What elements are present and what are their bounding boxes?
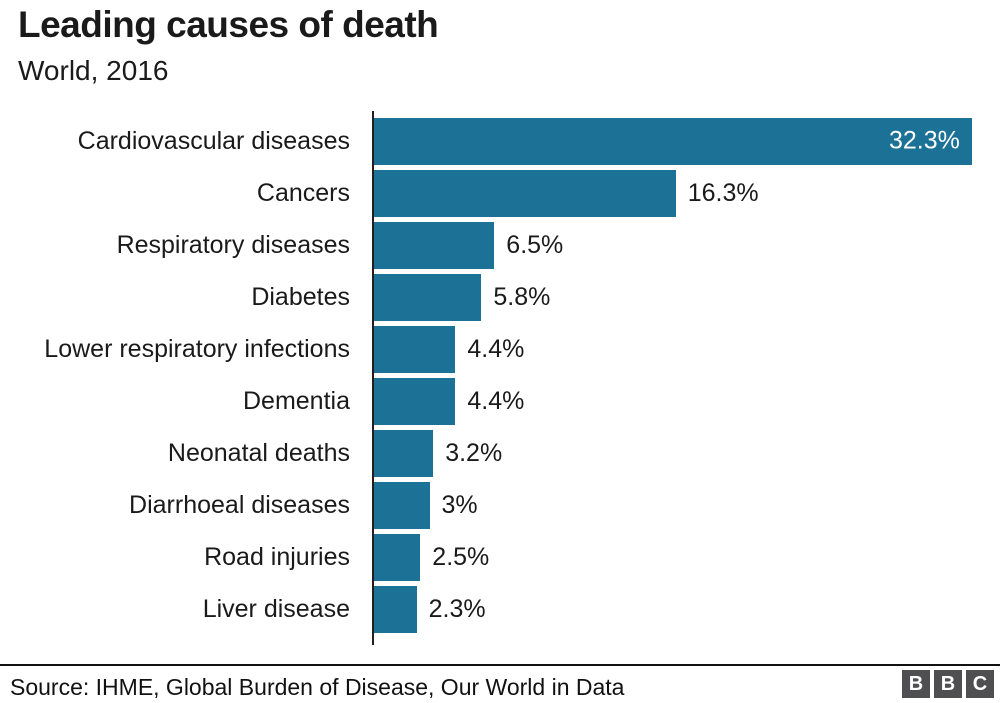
value-label: 6.5%	[506, 230, 564, 259]
bar	[374, 273, 482, 321]
value-label: 32.3%	[889, 126, 960, 155]
bar-track: 3.2%	[362, 427, 1000, 479]
category-label: Dementia	[243, 386, 350, 415]
bbc-logo-block: C	[966, 670, 994, 698]
category-label: Liver disease	[202, 594, 350, 623]
footer-divider	[0, 664, 1000, 666]
bar-row: Dementia 4.4%	[0, 375, 1000, 427]
bar	[374, 429, 434, 477]
page-subtitle: World, 2016	[18, 55, 169, 86]
bar-track: 6.5%	[362, 219, 1000, 271]
bar-row: Cancers 16.3%	[0, 167, 1000, 219]
bar-track: 4.4%	[362, 323, 1000, 375]
value-label: 5.8%	[493, 282, 551, 311]
bar-row: Respiratory diseases 6.5%	[0, 219, 1000, 271]
bar-track: 16.3%	[362, 167, 1000, 219]
bar-row: Cardiovascular diseases 32.3%	[0, 115, 1000, 167]
bar-track: 2.5%	[362, 531, 1000, 583]
category-label: Cardiovascular diseases	[77, 126, 350, 155]
value-label: 2.3%	[428, 594, 486, 623]
value-label: 3%	[441, 490, 478, 519]
category-label: Cancers	[256, 178, 350, 207]
category-label: Road injuries	[204, 542, 350, 571]
bar-row: Diabetes 5.8%	[0, 271, 1000, 323]
bar-row: Road injuries 2.5%	[0, 531, 1000, 583]
bar-track: 5.8%	[362, 271, 1000, 323]
value-label: 2.5%	[432, 542, 490, 571]
category-label: Respiratory diseases	[116, 230, 350, 259]
value-label: 3.2%	[445, 438, 503, 467]
value-label: 4.4%	[467, 386, 525, 415]
bar-row: Liver disease 2.3%	[0, 583, 1000, 635]
bar	[374, 585, 417, 633]
value-label: 16.3%	[687, 178, 759, 207]
value-label: 4.4%	[467, 334, 525, 363]
bar-row: Neonatal deaths 3.2%	[0, 427, 1000, 479]
bar-chart: Cardiovascular diseases 32.3% Cancers 16…	[0, 115, 1000, 635]
bbc-logo-block: B	[902, 670, 930, 698]
bar	[374, 377, 456, 425]
bar: 32.3%	[374, 117, 972, 165]
bar-track: 32.3%	[362, 115, 1000, 167]
bar	[374, 533, 421, 581]
y-axis-line	[372, 111, 374, 645]
category-label: Lower respiratory infections	[44, 334, 350, 363]
bar-row: Diarrhoeal diseases 3%	[0, 479, 1000, 531]
bar-row: Lower respiratory infections 4.4%	[0, 323, 1000, 375]
bar	[374, 325, 456, 373]
bar	[374, 169, 676, 217]
source-text: Source: IHME, Global Burden of Disease, …	[10, 674, 625, 700]
bar-track: 4.4%	[362, 375, 1000, 427]
bar-track: 2.3%	[362, 583, 1000, 635]
page-title: Leading causes of death	[18, 4, 439, 45]
category-label: Neonatal deaths	[167, 438, 350, 467]
bar	[374, 221, 495, 269]
bar-track: 3%	[362, 479, 1000, 531]
bar	[374, 481, 430, 529]
category-label: Diabetes	[251, 282, 350, 311]
category-label: Diarrhoeal diseases	[129, 490, 350, 519]
bbc-logo-block: B	[934, 670, 962, 698]
